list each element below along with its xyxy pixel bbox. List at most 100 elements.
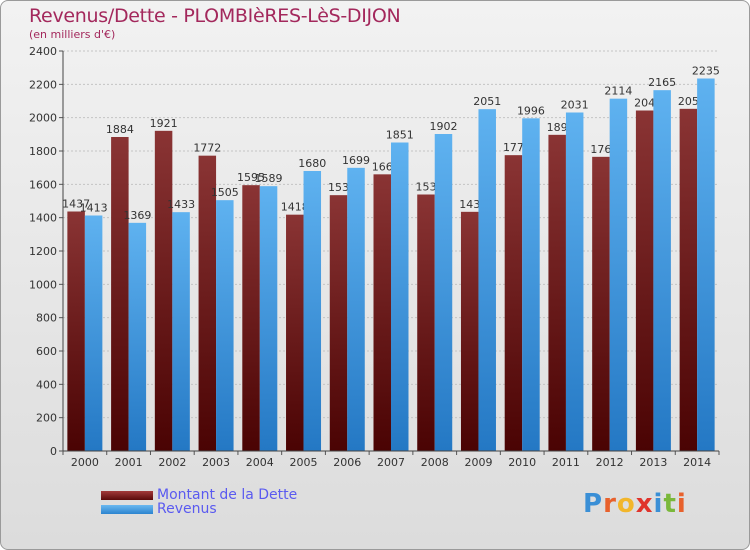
x-tick-label: 2005 bbox=[290, 456, 318, 469]
x-tick-label: 2010 bbox=[508, 456, 536, 469]
data-label-dette: 1418 bbox=[281, 201, 309, 214]
x-tick-label: 2011 bbox=[552, 456, 580, 469]
bar-revenus bbox=[216, 200, 234, 451]
logo-letter: i bbox=[676, 489, 687, 519]
data-label-revenus: 1902 bbox=[429, 120, 457, 133]
bar-revenus bbox=[303, 171, 322, 451]
legend-swatch-dette bbox=[101, 490, 153, 500]
x-tick-label: 2001 bbox=[115, 456, 143, 469]
data-label-dette: 177 bbox=[503, 141, 524, 154]
bar-dette bbox=[504, 155, 523, 451]
data-label-dette: 1884 bbox=[106, 123, 134, 136]
x-tick-label: 2014 bbox=[683, 456, 711, 469]
data-label-revenus: 2031 bbox=[561, 99, 589, 112]
bar-dette bbox=[154, 130, 173, 452]
y-tick-label: 2200 bbox=[29, 78, 57, 91]
logo-letter: r bbox=[603, 489, 617, 519]
y-tick-label: 800 bbox=[36, 312, 57, 325]
data-label-dette: 1595 bbox=[237, 171, 265, 184]
y-tick-label: 2400 bbox=[29, 45, 57, 58]
data-label-dette: 205 bbox=[678, 95, 699, 108]
y-tick-label: 1800 bbox=[29, 145, 57, 158]
bar-revenus bbox=[565, 112, 584, 451]
x-tick-label: 2006 bbox=[333, 456, 361, 469]
data-label-revenus: 1851 bbox=[386, 129, 414, 142]
x-tick-label: 2002 bbox=[158, 456, 186, 469]
data-label-revenus: 2051 bbox=[473, 95, 501, 108]
data-label-dette: 153 bbox=[415, 181, 436, 194]
bar-dette bbox=[417, 194, 435, 451]
data-label-revenus: 1589 bbox=[255, 172, 283, 185]
bar-revenus bbox=[609, 98, 628, 452]
data-label-revenus: 2165 bbox=[648, 76, 676, 89]
bar-revenus bbox=[697, 78, 715, 451]
bar-dette bbox=[635, 110, 654, 451]
bar-dette bbox=[111, 137, 129, 451]
y-tick-label: 1600 bbox=[29, 178, 57, 191]
data-label-dette: 176 bbox=[590, 143, 611, 156]
bar-dette bbox=[548, 134, 566, 452]
data-label-dette: 166 bbox=[372, 160, 393, 173]
bar-revenus bbox=[128, 222, 147, 451]
bar-revenus bbox=[347, 167, 365, 452]
y-tick-label: 0 bbox=[50, 445, 57, 458]
data-label-dette: 1921 bbox=[150, 117, 178, 130]
data-label-dette: 1772 bbox=[193, 142, 221, 155]
logo-letter: t bbox=[663, 489, 677, 519]
proxiti-logo: Proxiti bbox=[583, 489, 687, 519]
logo-letter: P bbox=[583, 489, 604, 519]
data-label-revenus: 1699 bbox=[342, 154, 370, 167]
bar-revenus bbox=[478, 109, 496, 452]
legend-swatch-revenus bbox=[101, 504, 153, 514]
x-tick-label: 2004 bbox=[246, 456, 274, 469]
data-label-revenus: 2235 bbox=[692, 65, 720, 78]
bar-revenus bbox=[391, 142, 409, 451]
chart-subtitle: (en milliers d'€) bbox=[29, 28, 116, 41]
y-tick-label: 600 bbox=[36, 345, 57, 358]
data-label-dette: 153 bbox=[328, 181, 349, 194]
legend-item-revenus: Revenus bbox=[101, 501, 217, 517]
data-label-dette: 204 bbox=[634, 97, 655, 110]
bar-revenus bbox=[522, 118, 540, 451]
bar-dette bbox=[67, 211, 85, 451]
bar-dette bbox=[242, 185, 260, 451]
y-tick-label: 2000 bbox=[29, 112, 57, 125]
data-label-dette: 143 bbox=[459, 198, 480, 211]
y-tick-label: 1400 bbox=[29, 212, 57, 225]
chart-title: Revenus/Dette - PLOMBIèRES-LèS-DIJON bbox=[29, 5, 401, 27]
bar-revenus bbox=[259, 186, 278, 451]
x-tick-label: 2000 bbox=[71, 456, 99, 469]
data-label-revenus: 2114 bbox=[604, 85, 632, 98]
x-tick-label: 2013 bbox=[639, 456, 667, 469]
logo-letter: o bbox=[616, 489, 636, 519]
bar-dette bbox=[373, 174, 391, 452]
x-tick-label: 2009 bbox=[464, 456, 492, 469]
y-tick-label: 400 bbox=[36, 378, 57, 391]
y-tick-label: 200 bbox=[36, 412, 57, 425]
data-label-revenus: 1680 bbox=[298, 157, 326, 170]
bar-revenus bbox=[653, 90, 671, 452]
bar-dette bbox=[460, 211, 479, 451]
data-label-revenus: 1413 bbox=[80, 202, 108, 215]
logo-letter: i bbox=[653, 489, 664, 519]
bar-dette bbox=[286, 214, 304, 451]
x-tick-label: 2012 bbox=[596, 456, 624, 469]
bar-dette bbox=[679, 108, 698, 451]
data-label-revenus: 1505 bbox=[211, 186, 239, 199]
legend-label-dette: Montant de la Dette bbox=[157, 487, 298, 503]
bar-revenus bbox=[172, 212, 190, 451]
x-tick-label: 2003 bbox=[202, 456, 230, 469]
legend-label-revenus: Revenus bbox=[157, 501, 217, 517]
bar-dette bbox=[329, 195, 348, 451]
bar-dette bbox=[592, 156, 610, 452]
y-tick-label: 1000 bbox=[29, 278, 57, 291]
data-label-revenus: 1369 bbox=[123, 209, 151, 222]
data-label-revenus: 1996 bbox=[517, 104, 545, 117]
data-label-dette: 1437 bbox=[62, 198, 90, 211]
bar-revenus bbox=[84, 215, 103, 451]
x-tick-label: 2007 bbox=[377, 456, 405, 469]
x-tick-label: 2008 bbox=[421, 456, 449, 469]
bar-dette bbox=[198, 155, 217, 451]
